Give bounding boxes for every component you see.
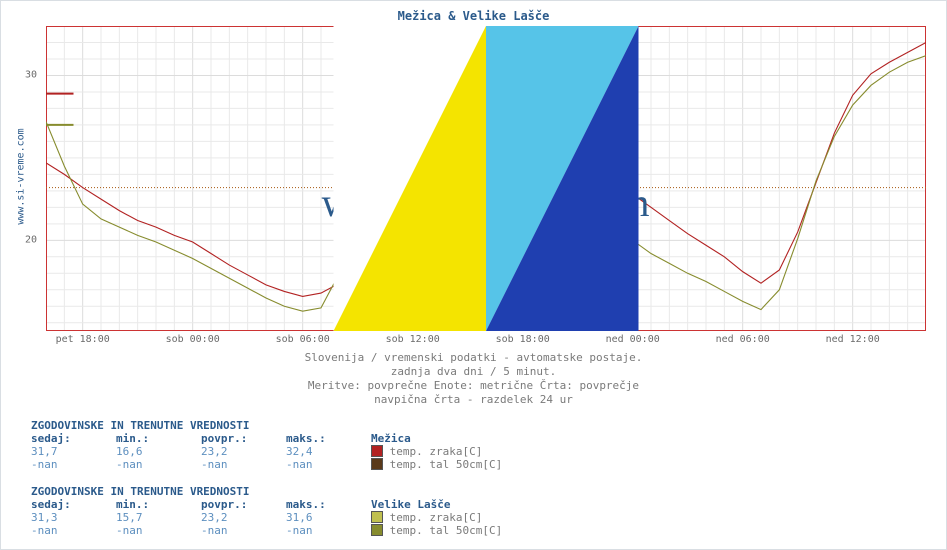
legend-swatch-icon xyxy=(371,524,383,536)
table-title: ZGODOVINSKE IN TRENUTNE VREDNOSTI xyxy=(31,419,502,432)
table-cell: 23,2 xyxy=(201,445,286,458)
x-tick-label: ned 00:00 xyxy=(606,334,660,345)
y-tick-label: 30 xyxy=(25,70,37,81)
caption-line: Meritve: povprečne Enote: metrične Črta:… xyxy=(1,379,946,392)
table-row: 31,716,623,232,4 temp. zraka[C] xyxy=(31,445,502,458)
legend-label: temp. zraka[C] xyxy=(390,445,483,458)
table-header-cell: povpr.: xyxy=(201,432,286,445)
caption-line: navpična črta - razdelek 24 ur xyxy=(1,393,946,406)
chart-title: Mežica & Velike Lašče xyxy=(1,9,946,23)
table-cell: 15,7 xyxy=(116,511,201,524)
x-tick-label: ned 12:00 xyxy=(826,334,880,345)
table-header-cell: maks.: xyxy=(286,432,371,445)
table-cell: 31,6 xyxy=(286,511,371,524)
legend-swatch-icon xyxy=(371,445,383,457)
table-header-cell: min.: xyxy=(116,498,201,511)
table-header-row: sedaj:min.:povpr.:maks.:Mežica xyxy=(31,432,502,445)
y-axis-labels: 2030 xyxy=(1,26,41,331)
x-tick-label: pet 18:00 xyxy=(56,334,110,345)
legend-label: temp. tal 50cm[C] xyxy=(390,524,503,537)
table-cell: -nan xyxy=(201,458,286,471)
table-header-cell: sedaj: xyxy=(31,432,116,445)
plot-area: www.si-vreme.com xyxy=(46,26,926,331)
caption-line: Slovenija / vremenski podatki - avtomats… xyxy=(1,351,946,364)
table-header-cell: sedaj: xyxy=(31,498,116,511)
table-cell: -nan xyxy=(201,524,286,537)
table-cell: -nan xyxy=(286,524,371,537)
table-row: 31,315,723,231,6 temp. zraka[C] xyxy=(31,511,502,524)
y-tick-label: 20 xyxy=(25,235,37,246)
table-cell: -nan xyxy=(286,458,371,471)
table-header-row: sedaj:min.:povpr.:maks.:Velike Lašče xyxy=(31,498,502,511)
caption-line: zadnja dva dni / 5 minut. xyxy=(1,365,946,378)
table-cell: 23,2 xyxy=(201,511,286,524)
x-tick-label: sob 00:00 xyxy=(166,334,220,345)
table-cell: -nan xyxy=(116,458,201,471)
table-cell: -nan xyxy=(116,524,201,537)
table-cell: 16,6 xyxy=(116,445,201,458)
table-cell: -nan xyxy=(31,524,116,537)
station-name: Mežica xyxy=(371,432,411,445)
table-title: ZGODOVINSKE IN TRENUTNE VREDNOSTI xyxy=(31,485,502,498)
table-cell: 31,3 xyxy=(31,511,116,524)
table-row: -nan-nan-nan-nan temp. tal 50cm[C] xyxy=(31,524,502,537)
table-row: -nan-nan-nan-nan temp. tal 50cm[C] xyxy=(31,458,502,471)
table-cell: -nan xyxy=(31,458,116,471)
x-axis-labels: pet 18:00 sob 00:00 sob 06:00 sob 12:00 sob … xyxy=(46,334,926,348)
table-header-cell: min.: xyxy=(116,432,201,445)
table-header-cell: maks.: xyxy=(286,498,371,511)
table-header-cell: povpr.: xyxy=(201,498,286,511)
x-tick-label: ned 06:00 xyxy=(716,334,770,345)
legend-swatch-icon xyxy=(371,511,383,523)
legend-label: temp. tal 50cm[C] xyxy=(390,458,503,471)
table-cell: 31,7 xyxy=(31,445,116,458)
table-cell: 32,4 xyxy=(286,445,371,458)
chart-container: www.si-vreme.com Mežica & Velike Lašče 2… xyxy=(0,0,947,550)
legend-label: temp. zraka[C] xyxy=(390,511,483,524)
data-tables: ZGODOVINSKE IN TRENUTNE VREDNOSTIsedaj:m… xyxy=(31,419,502,537)
station-name: Velike Lašče xyxy=(371,498,450,511)
x-tick-label: sob 18:00 xyxy=(496,334,550,345)
plot-svg xyxy=(46,26,926,331)
x-tick-label: sob 06:00 xyxy=(276,334,330,345)
x-tick-label: sob 12:00 xyxy=(386,334,440,345)
legend-swatch-icon xyxy=(371,458,383,470)
